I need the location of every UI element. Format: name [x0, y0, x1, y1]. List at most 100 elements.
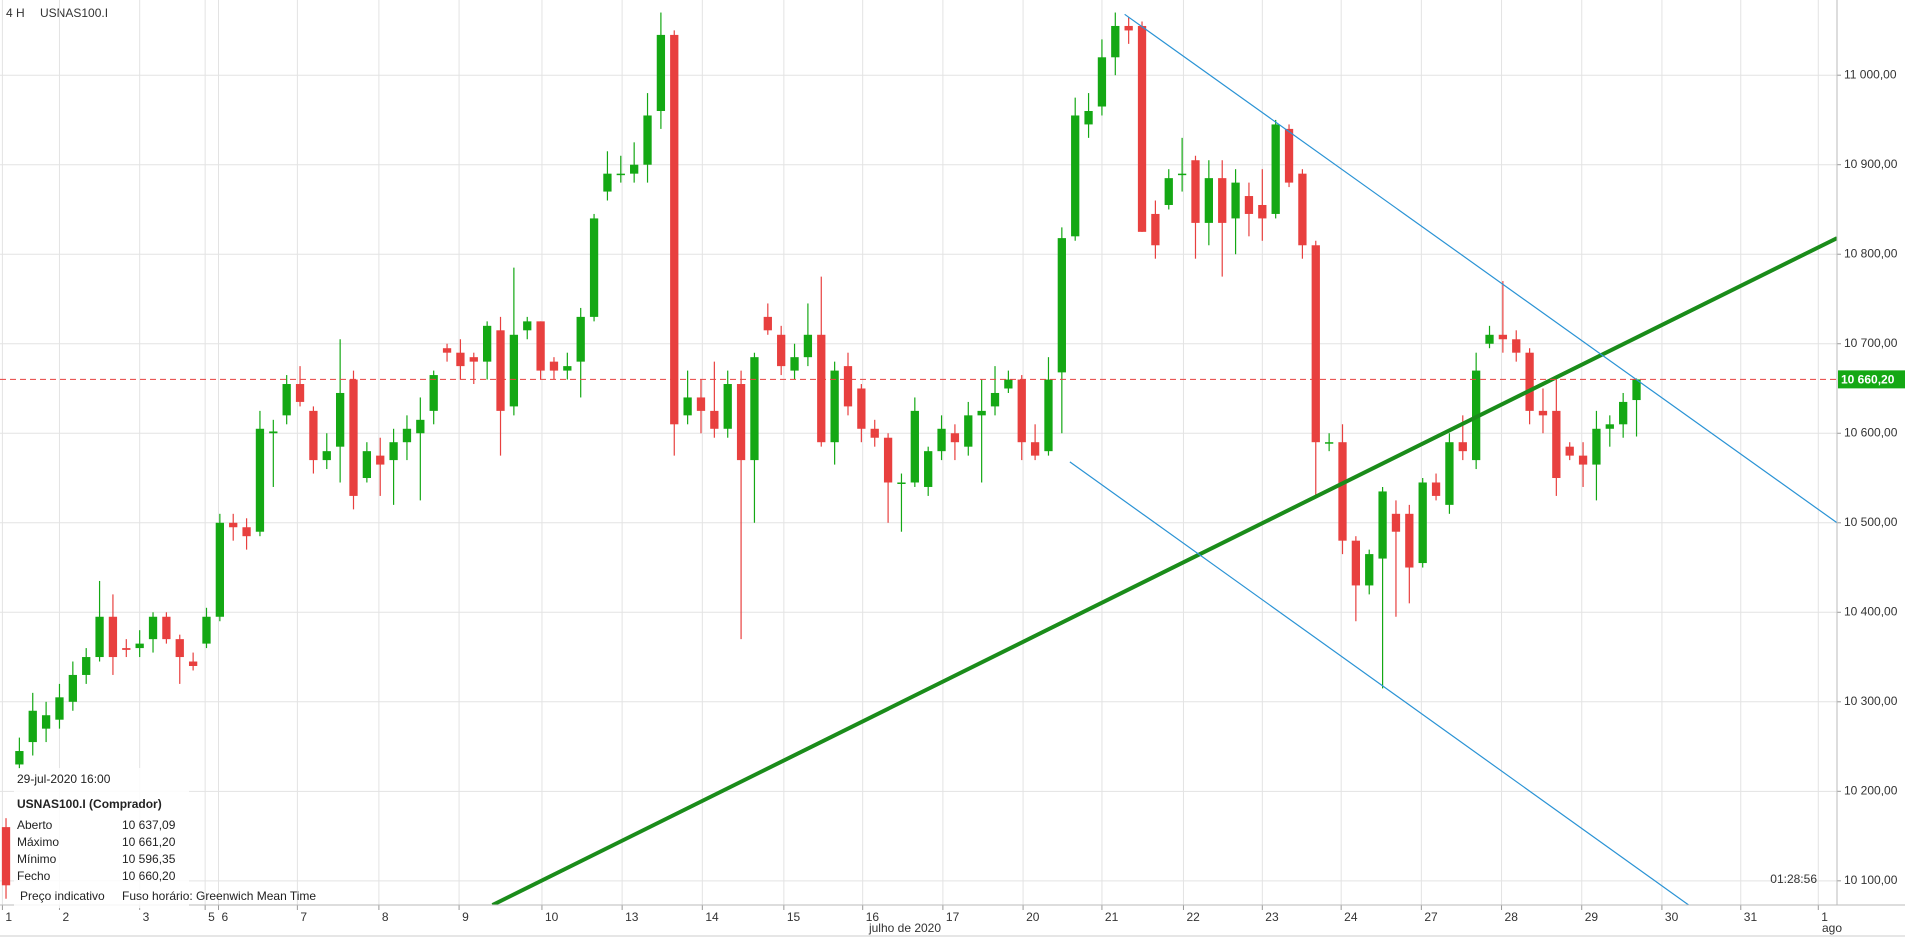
candle-body: [1137, 25, 1147, 232]
candle-body: [28, 710, 37, 743]
x-tick-label: 6: [222, 910, 229, 924]
candle-body: [1458, 442, 1467, 452]
x-tick-label: 31: [1744, 910, 1758, 924]
candle-body: [416, 419, 425, 434]
y-tick-label: 10 100,00: [1844, 873, 1898, 887]
candle-body: [389, 442, 398, 461]
trend-line: [491, 236, 1837, 905]
x-tick-label: 29: [1585, 910, 1599, 924]
x-next-period-label: ago: [1822, 921, 1842, 935]
candle-body: [950, 433, 960, 443]
candle-body: [362, 451, 372, 479]
candle-body: [41, 715, 51, 729]
candle-body: [1, 827, 11, 886]
x-tick-label: 7: [300, 910, 307, 924]
candle-body: [469, 357, 478, 362]
x-tick-label: 20: [1026, 910, 1040, 924]
y-tick-label: 11 000,00: [1844, 67, 1897, 81]
candle-body: [1191, 160, 1200, 223]
candle-body: [1391, 513, 1401, 532]
candle-body: [897, 482, 906, 484]
candle-body: [1365, 554, 1374, 586]
candle-body: [95, 616, 104, 658]
candle-body: [1218, 178, 1227, 223]
candle-body: [630, 164, 639, 174]
candle-body: [603, 173, 612, 192]
candle-body: [1445, 442, 1454, 505]
candle-body: [429, 375, 438, 411]
x-tick-label: 5: [208, 910, 215, 924]
candle-body: [990, 392, 1000, 407]
trend-line: [1124, 13, 1837, 524]
candle-body: [1311, 245, 1320, 443]
candle-body: [817, 334, 826, 443]
candle-body: [295, 384, 305, 402]
candle-body: [736, 384, 746, 461]
x-tick-label: 8: [382, 910, 389, 924]
candle-body: [670, 34, 679, 425]
candle-body: [1512, 339, 1521, 353]
candle-body: [1111, 25, 1120, 58]
x-tick-label: 21: [1105, 910, 1119, 924]
candle-body: [1030, 442, 1040, 456]
candle-body: [563, 366, 572, 371]
candle-body: [309, 410, 318, 461]
candle-body: [870, 428, 879, 438]
info-label: Aberto: [17, 818, 53, 832]
trend-line: [1069, 461, 1689, 905]
candle-body: [456, 352, 465, 367]
x-tick-label: 1: [1821, 910, 1828, 924]
candle-body: [1097, 57, 1107, 107]
candle-body: [589, 218, 599, 317]
candle-body: [269, 431, 278, 434]
candle-body: [55, 697, 64, 720]
candle-body: [202, 616, 211, 644]
candle-body: [803, 334, 813, 358]
candle-body: [1538, 410, 1548, 416]
candle-body: [883, 437, 893, 483]
info-value: 10 661,20: [122, 835, 176, 849]
info-instrument: USNAS100.I (Comprador): [17, 797, 162, 811]
x-tick-label: 9: [462, 910, 469, 924]
candle-body: [1124, 25, 1133, 31]
info-label: Máximo: [17, 835, 60, 849]
candle-body: [1592, 428, 1601, 465]
candle-body: [723, 384, 732, 429]
candle-body: [830, 370, 839, 443]
candle-body: [242, 527, 251, 537]
candle-body: [15, 751, 24, 765]
last-price-box: [1838, 370, 1905, 389]
candle-body: [924, 451, 933, 487]
candle-body: [148, 616, 158, 640]
y-tick-label: 10 200,00: [1844, 783, 1898, 797]
candle-body: [282, 384, 291, 416]
candle-body: [1071, 115, 1080, 237]
candle-body: [1565, 446, 1574, 456]
x-tick-label: 17: [946, 910, 960, 924]
candle-body: [335, 392, 345, 447]
y-tick-label: 10 300,00: [1844, 694, 1898, 708]
candle-body: [322, 451, 331, 461]
x-tick-label: 30: [1665, 910, 1679, 924]
candle-body: [750, 357, 759, 461]
candle-body: [68, 674, 77, 702]
info-value: 10 660,20: [122, 869, 176, 883]
info-value: 10 637,09: [122, 818, 176, 832]
candle-body: [1164, 178, 1173, 205]
candle-body: [1231, 182, 1240, 219]
candle-body: [1044, 379, 1053, 452]
y-tick-label: 10 600,00: [1844, 425, 1898, 439]
candle-body: [1525, 352, 1534, 411]
candle-body: [1151, 213, 1160, 246]
candle-body: [523, 321, 532, 331]
candle-body: [763, 316, 772, 331]
candle-body: [229, 522, 238, 528]
candle-body: [843, 366, 853, 407]
candle-body: [1351, 540, 1361, 586]
candle-body: [1298, 173, 1307, 246]
candle-body: [1405, 513, 1414, 568]
candle-body: [1204, 178, 1213, 223]
y-tick-label: 10 500,00: [1844, 515, 1898, 529]
candle-body: [1552, 410, 1561, 479]
x-tick-label: 22: [1186, 910, 1200, 924]
